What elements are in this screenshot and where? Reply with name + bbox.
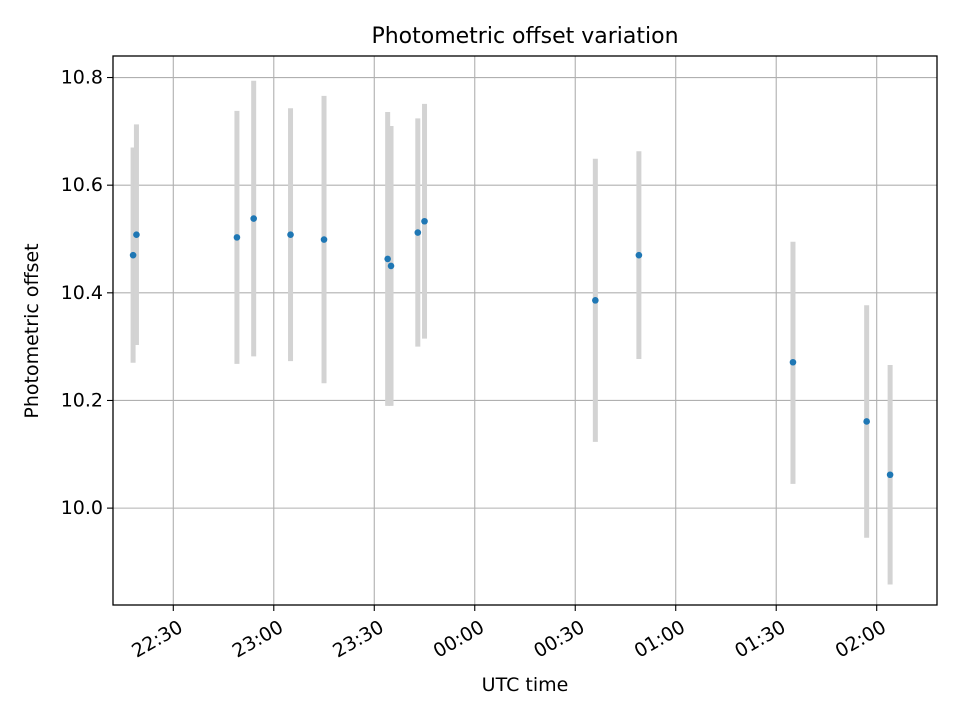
data-point [250, 215, 257, 222]
data-point [886, 471, 894, 479]
data-point [133, 231, 140, 238]
y-tick-label: 10.4 [61, 282, 103, 304]
data-point [414, 229, 422, 236]
data-point [129, 251, 137, 259]
data-point [421, 217, 428, 225]
data-points [129, 215, 894, 479]
y-tick-label: 10.8 [61, 67, 103, 89]
chart-title: Photometric offset variation [371, 24, 678, 49]
y-tick-label: 10.2 [61, 389, 103, 411]
data-point [635, 251, 643, 259]
data-point [789, 358, 797, 366]
y-axis-title: Photometric offset [21, 243, 43, 418]
data-point [384, 255, 391, 263]
data-point [863, 418, 870, 425]
plot-area-frame [112, 55, 938, 606]
data-point [387, 262, 395, 270]
data-point [592, 297, 599, 304]
data-point [320, 236, 328, 243]
grid [113, 56, 937, 605]
data-point [287, 231, 294, 238]
y-tick-label: 10.0 [61, 497, 103, 519]
data-point [233, 234, 241, 241]
y-tick-label: 10.6 [61, 174, 103, 196]
y-axis-ticks: 10.0 10.2 10.4 10.6 10.8 [61, 67, 113, 519]
x-axis-title: UTC time [482, 674, 569, 696]
